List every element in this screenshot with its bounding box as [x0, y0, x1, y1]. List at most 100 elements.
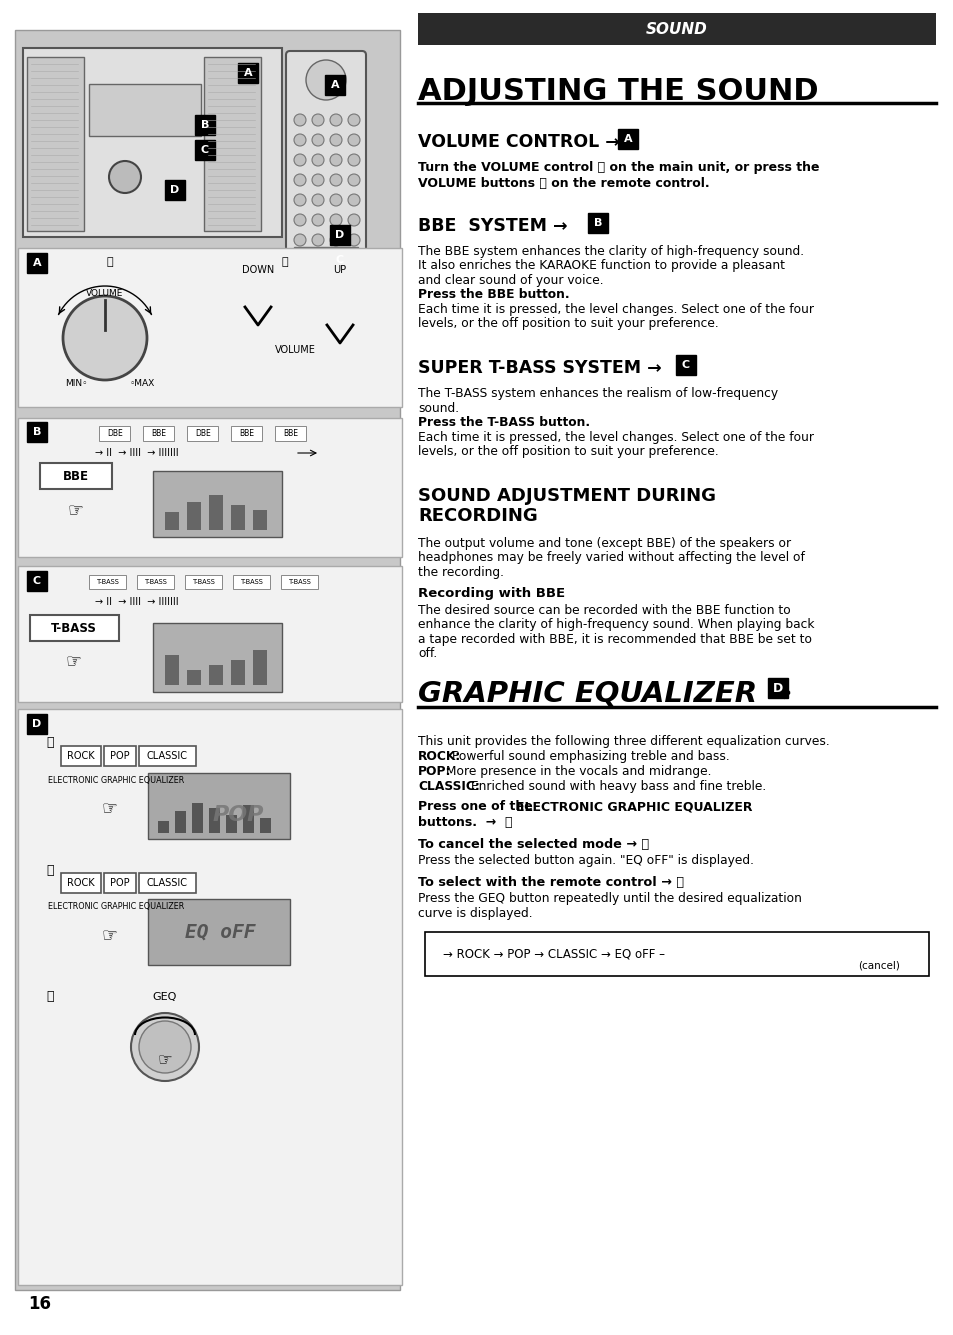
Circle shape [306, 60, 346, 100]
Text: POP:: POP: [417, 765, 451, 778]
Text: A: A [623, 134, 632, 144]
FancyBboxPatch shape [27, 571, 47, 591]
FancyBboxPatch shape [188, 426, 218, 441]
Text: sound.: sound. [417, 402, 458, 414]
FancyBboxPatch shape [165, 180, 185, 200]
Text: levels, or the off position to suit your preference.: levels, or the off position to suit your… [417, 318, 718, 331]
Text: CLASSIC: CLASSIC [147, 878, 188, 888]
Bar [165, 655, 179, 685]
Circle shape [294, 214, 306, 226]
Text: It also enriches the KARAOKE function to provide a pleasant: It also enriches the KARAOKE function to… [417, 259, 784, 272]
Bar [231, 659, 245, 685]
FancyBboxPatch shape [90, 574, 127, 589]
Bar [226, 814, 236, 833]
Circle shape [312, 134, 324, 146]
Text: ☞: ☞ [66, 651, 82, 670]
Circle shape [330, 113, 341, 125]
Text: ADJUSTING THE SOUND: ADJUSTING THE SOUND [417, 77, 818, 105]
FancyBboxPatch shape [104, 746, 136, 766]
Text: D: D [772, 681, 782, 694]
Bar [209, 495, 223, 530]
FancyBboxPatch shape [417, 13, 935, 45]
FancyBboxPatch shape [148, 773, 290, 838]
Circle shape [330, 154, 341, 166]
Text: POP: POP [111, 878, 130, 888]
Circle shape [330, 194, 341, 206]
FancyBboxPatch shape [281, 574, 318, 589]
Text: off.: off. [417, 647, 436, 659]
Bar [209, 665, 223, 685]
FancyBboxPatch shape [676, 355, 696, 375]
FancyBboxPatch shape [424, 932, 928, 976]
Text: The BBE system enhances the clarity of high-frequency sound.: The BBE system enhances the clarity of h… [417, 246, 803, 258]
Text: ☞: ☞ [68, 501, 84, 519]
Text: Turn the VOLUME control ⓐ on the main unit, or press the: Turn the VOLUME control ⓐ on the main un… [417, 162, 819, 174]
Text: GEQ: GEQ [152, 992, 177, 1003]
Bar [253, 510, 267, 530]
Text: T-BASS: T-BASS [145, 579, 168, 585]
Bar [174, 810, 186, 833]
FancyBboxPatch shape [148, 898, 290, 965]
Text: C: C [33, 575, 41, 586]
Text: D: D [171, 186, 179, 195]
Circle shape [330, 234, 341, 246]
FancyBboxPatch shape [618, 129, 638, 150]
Text: BBE: BBE [152, 429, 167, 438]
Text: a tape recorded with BBE, it is recommended that BBE be set to: a tape recorded with BBE, it is recommen… [417, 633, 811, 646]
FancyBboxPatch shape [294, 247, 357, 274]
Text: Press the T-BASS button.: Press the T-BASS button. [417, 417, 590, 429]
FancyBboxPatch shape [767, 678, 787, 698]
Text: BBE  SYSTEM →: BBE SYSTEM → [417, 218, 573, 235]
FancyBboxPatch shape [139, 873, 195, 893]
Text: DBE: DBE [195, 429, 211, 438]
Text: The desired source can be recorded with the BBE function to: The desired source can be recorded with … [417, 603, 790, 617]
Text: VOLUME CONTROL →: VOLUME CONTROL → [417, 134, 625, 151]
FancyBboxPatch shape [18, 709, 401, 1286]
FancyBboxPatch shape [61, 873, 101, 893]
FancyBboxPatch shape [18, 566, 401, 702]
Text: B: B [593, 218, 601, 228]
FancyBboxPatch shape [27, 254, 47, 272]
Text: Press the BBE button.: Press the BBE button. [417, 288, 569, 302]
Text: B: B [200, 120, 209, 129]
Circle shape [294, 174, 306, 186]
Text: ELECTRONIC GRAPHIC EQUALIZER: ELECTRONIC GRAPHIC EQUALIZER [516, 800, 752, 813]
Bar [187, 670, 201, 685]
Circle shape [312, 154, 324, 166]
Text: A: A [243, 68, 252, 77]
Text: ROCK:: ROCK: [417, 750, 460, 764]
FancyBboxPatch shape [152, 471, 282, 537]
Circle shape [294, 134, 306, 146]
Text: POP: POP [111, 752, 130, 761]
FancyBboxPatch shape [18, 248, 401, 407]
FancyBboxPatch shape [30, 615, 119, 641]
Circle shape [348, 194, 359, 206]
Circle shape [294, 234, 306, 246]
Text: headphones may be freely varied without affecting the level of: headphones may be freely varied without … [417, 551, 804, 565]
FancyBboxPatch shape [15, 29, 399, 1290]
Circle shape [348, 154, 359, 166]
Bar [260, 818, 271, 833]
Text: Each time it is pressed, the level changes. Select one of the four: Each time it is pressed, the level chang… [417, 430, 813, 443]
Text: ROCK: ROCK [67, 878, 94, 888]
FancyBboxPatch shape [275, 426, 306, 441]
FancyBboxPatch shape [143, 426, 174, 441]
FancyBboxPatch shape [330, 226, 350, 246]
Text: ⓑ: ⓑ [281, 258, 288, 267]
Text: SOUND ADJUSTMENT DURING: SOUND ADJUSTMENT DURING [417, 487, 716, 505]
Text: Each time it is pressed, the level changes. Select one of the four: Each time it is pressed, the level chang… [417, 303, 813, 316]
Text: ⓐ: ⓐ [46, 737, 53, 749]
Text: C: C [201, 146, 209, 155]
FancyBboxPatch shape [27, 57, 84, 231]
Text: Powerful sound emphasizing treble and bass.: Powerful sound emphasizing treble and ba… [448, 750, 729, 764]
Text: Press the selected button again. "EQ oFF" is displayed.: Press the selected button again. "EQ oFF… [417, 854, 753, 866]
Text: Enriched sound with heavy bass and fine treble.: Enriched sound with heavy bass and fine … [466, 780, 765, 793]
FancyBboxPatch shape [23, 48, 282, 238]
Text: More presence in the vocals and midrange.: More presence in the vocals and midrange… [442, 765, 711, 778]
FancyBboxPatch shape [194, 115, 214, 135]
Bar [253, 650, 267, 685]
FancyBboxPatch shape [89, 84, 201, 136]
Text: The output volume and tone (except BBE) of the speakers or: The output volume and tone (except BBE) … [417, 537, 790, 550]
Circle shape [348, 134, 359, 146]
Text: UP: UP [334, 266, 346, 275]
